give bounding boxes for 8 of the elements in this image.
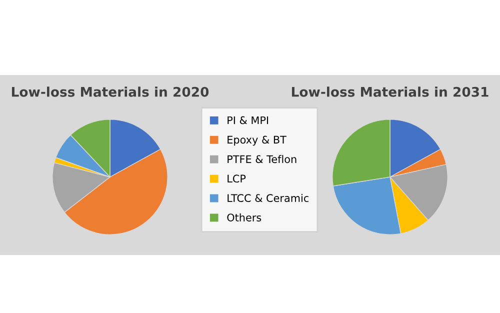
- chart-title: Low-loss Materials in 2020: [12, 86, 209, 97]
- legend-label: Epoxy & BT: [228, 136, 286, 146]
- legend-label: LCP: [228, 174, 246, 183]
- legend-label: LTCC & Ceramic: [228, 194, 308, 202]
- legend-label: Others: [227, 213, 262, 222]
- legend-label: PI & MPI: [228, 116, 268, 124]
- legend-label: PTFE & Teflon: [228, 155, 296, 164]
- chart-title: Low-loss Materials in 2031: [292, 86, 488, 97]
